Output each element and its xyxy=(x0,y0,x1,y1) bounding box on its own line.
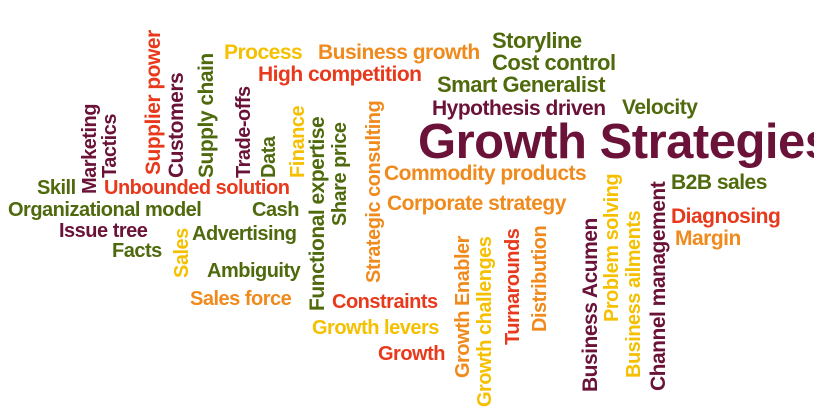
word-growth: Growth xyxy=(378,343,446,365)
word-growth-levers: Growth levers xyxy=(312,317,439,339)
word-sales-force: Sales force xyxy=(190,288,292,310)
word-velocity: Velocity xyxy=(622,96,698,119)
word-business-acumen: Business Acumen xyxy=(579,218,602,392)
word-functional-expertise: Functional expertise xyxy=(306,116,329,311)
word-data: Data xyxy=(258,136,280,178)
word-sales: Sales xyxy=(171,228,193,278)
word-corporate-strategy: Corporate strategy xyxy=(387,192,566,215)
word-diagnosing: Diagnosing xyxy=(671,205,781,228)
word-constraints: Constraints xyxy=(332,291,438,313)
word-share-price: Share price xyxy=(329,122,351,226)
word-distribution: Distribution xyxy=(529,225,551,332)
word-supply-chain: Supply chain xyxy=(195,53,218,178)
word-tactics: Tactics xyxy=(99,114,121,178)
word-organizational-model: Organizational model xyxy=(8,199,202,221)
word-advertising: Advertising xyxy=(192,223,297,245)
word-unbounded-solution: Unbounded solution xyxy=(104,177,290,199)
word-process: Process xyxy=(224,41,303,64)
word-growth-enabler: Growth Enabler xyxy=(452,236,474,378)
word-hypothesis-driven: Hypothesis driven xyxy=(432,97,606,120)
word-storyline: Storyline xyxy=(492,28,582,53)
word-margin: Margin xyxy=(675,227,741,250)
word-problem-solving: Problem solving xyxy=(601,173,623,322)
word-channel-management: Channel management xyxy=(647,181,670,391)
word-strategic-consulting: Strategic consulting xyxy=(363,100,385,283)
word-cash: Cash xyxy=(252,199,299,221)
word-cost-control: Cost control xyxy=(492,50,616,75)
word-b2b-sales: B2B sales xyxy=(671,171,767,194)
word-facts: Facts xyxy=(112,240,162,262)
word-business-ailments: Business ailments xyxy=(623,210,645,378)
word-growth-challenges: Growth challenges xyxy=(474,236,496,407)
word-customers: Customers xyxy=(165,72,188,178)
word-high-competition: High competition xyxy=(258,63,422,86)
word-supplier-power: Supplier power xyxy=(142,30,165,175)
word-turnarounds: Turnarounds xyxy=(502,228,524,345)
word-issue-tree: Issue tree xyxy=(59,220,148,242)
word-skill: Skill xyxy=(37,177,76,199)
word-trade-offs: Trade-offs xyxy=(233,86,255,178)
word-growth-strategies: Growth Strategies xyxy=(418,115,814,169)
word-smart-generalist: Smart Generalist xyxy=(437,72,606,97)
word-business-growth: Business growth xyxy=(318,41,480,64)
word-finance: Finance xyxy=(287,105,309,178)
word-commodity-products: Commodity products xyxy=(384,162,587,185)
word-ambiguity: Ambiguity xyxy=(207,260,301,282)
word-marketing: Marketing xyxy=(79,104,101,194)
